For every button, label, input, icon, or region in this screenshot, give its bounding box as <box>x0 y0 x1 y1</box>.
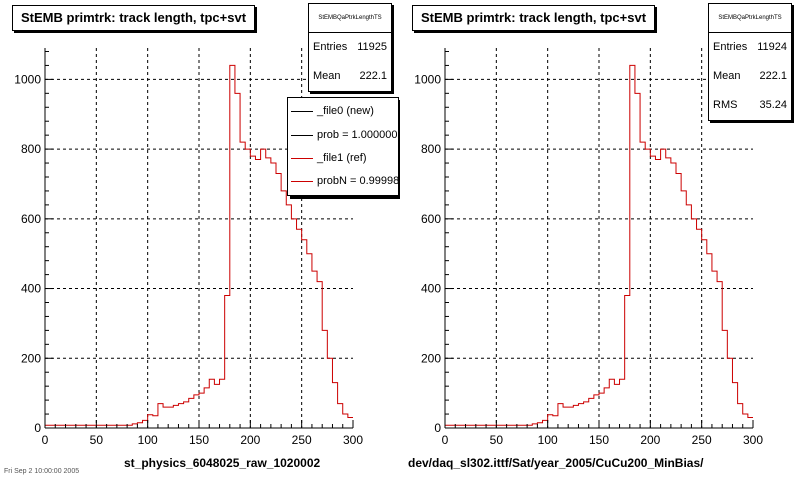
legend-entry: _file1 (ref) <box>288 148 398 168</box>
x-tick-label: 50 <box>490 433 504 447</box>
y-tick-label: 400 <box>421 282 441 296</box>
y-tick-label: 400 <box>21 282 41 296</box>
legend-line-icon <box>291 134 313 136</box>
x-tick-label: 250 <box>292 433 312 447</box>
plot-title: StEMB primtrk: track length, tpc+svt <box>12 5 256 31</box>
x-tick-label: 100 <box>138 433 158 447</box>
x-tick-label: 300 <box>343 433 363 447</box>
timestamp: Fri Sep 2 10:00:00 2005 <box>4 468 80 475</box>
stats-value: 222.1 <box>759 70 787 82</box>
stats-label: Mean <box>713 70 741 82</box>
y-tick-label: 1000 <box>14 72 41 86</box>
y-tick-label: 1000 <box>414 72 441 86</box>
legend-label: probN = 0.999984 <box>317 175 399 187</box>
stats-histogram-name: StEMBQaPtrkLengthTS <box>309 4 391 33</box>
x-tick-label: 0 <box>442 433 449 447</box>
x-tick-label: 200 <box>240 433 260 447</box>
legend-entry: probN = 0.999984 <box>288 171 398 191</box>
legend-label: _file1 (ref) <box>317 152 367 164</box>
stats-box: StEMBQaPtrkLengthTS Entries 11925 Mean 2… <box>308 3 392 92</box>
x-axis-label: dev/daq_sl302.ittf/Sat/year_2005/CuCu200… <box>408 456 704 470</box>
legend-line-icon <box>291 157 313 159</box>
y-tick-label: 600 <box>21 212 41 226</box>
stats-value: 11925 <box>357 41 387 53</box>
stats-value: 11924 <box>757 41 787 53</box>
y-tick-label: 200 <box>421 351 441 365</box>
stats-value: 222.1 <box>359 70 387 82</box>
y-tick-label: 600 <box>421 212 441 226</box>
stats-histogram-name: StEMBQaPtrkLengthTS <box>709 4 791 33</box>
legend-label: _file0 (new) <box>317 105 374 117</box>
stats-label: RMS <box>713 99 738 111</box>
histogram-series-line <box>445 64 753 426</box>
y-tick-label: 800 <box>421 142 441 156</box>
legend-entry: _file0 (new) <box>288 101 398 121</box>
x-tick-label: 50 <box>90 433 104 447</box>
x-tick-label: 200 <box>640 433 660 447</box>
left-histogram-panel: 0 50 100 150 200 250 300 0 200 400 600 800 1000 StEM… <box>12 3 399 470</box>
legend-label: prob = 1.000000 <box>317 129 398 141</box>
stats-label: Entries <box>713 41 748 53</box>
stats-label: Entries <box>313 41 348 53</box>
y-tick-label: 0 <box>434 421 441 435</box>
x-tick-label: 250 <box>692 433 712 447</box>
stats-row-entries: Entries 11924 <box>709 33 791 62</box>
legend: _file0 (new) prob = 1.000000 _file1 (ref… <box>287 97 399 196</box>
legend-line-icon <box>291 110 313 112</box>
right-histogram-panel: 0 50 100 150 200 250 300 0 200 400 600 800 1000 StEM… <box>400 0 800 480</box>
stats-row-mean: Mean 222.1 <box>709 62 791 91</box>
stats-row-mean: Mean 222.1 <box>309 62 391 91</box>
y-tick-label: 800 <box>21 142 41 156</box>
x-tick-label: 150 <box>589 433 609 447</box>
stats-row-entries: Entries 11925 <box>309 33 391 62</box>
y-tick-label: 0 <box>34 421 41 435</box>
x-axis-label: st_physics_6048025_raw_1020002 <box>124 456 321 470</box>
legend-entry: prob = 1.000000 <box>288 125 398 145</box>
x-tick-label: 150 <box>189 433 209 447</box>
stats-box: StEMBQaPtrkLengthTS Entries 11924 Mean 2… <box>708 3 792 121</box>
x-tick-label: 100 <box>538 433 558 447</box>
histogram-series-line <box>45 64 353 426</box>
legend-line-icon <box>291 180 313 182</box>
right-histogram-plot: 0 50 100 150 200 250 300 0 200 400 600 800 1000 <box>414 48 763 447</box>
stats-label: Mean <box>313 70 341 82</box>
stats-row-rms: RMS 35.24 <box>709 91 791 120</box>
y-tick-label: 200 <box>21 351 41 365</box>
x-tick-label: 0 <box>42 433 49 447</box>
stats-value: 35.24 <box>759 99 787 111</box>
x-tick-label: 300 <box>743 433 763 447</box>
plot-title: StEMB primtrk: track length, tpc+svt <box>412 5 656 31</box>
